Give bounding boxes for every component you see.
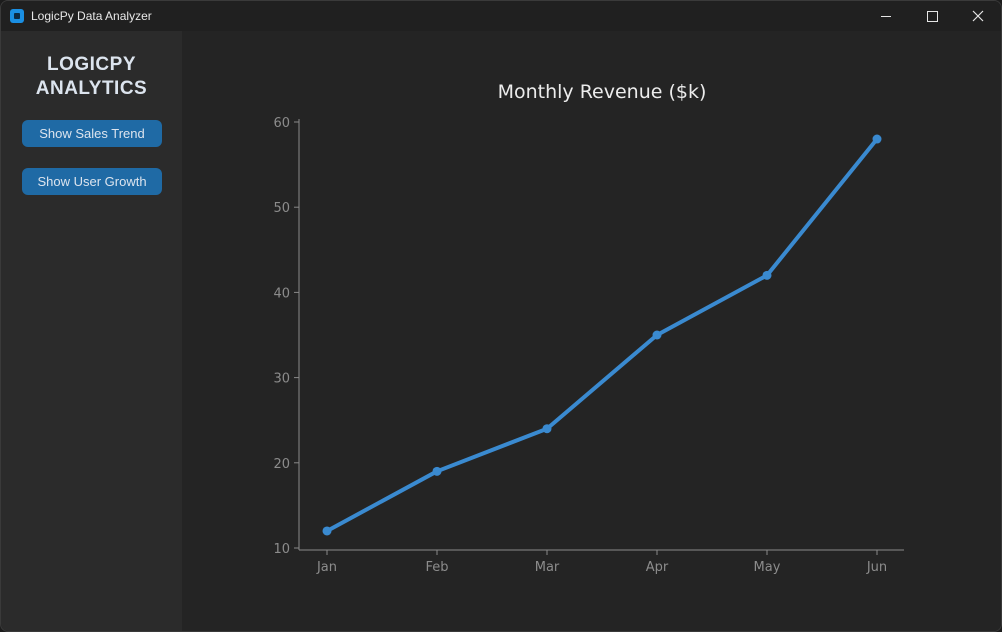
- revenue-line: [325, 137, 879, 533]
- x-tick-label: Mar: [535, 560, 560, 575]
- data-point: [322, 526, 332, 536]
- x-tick-label: Apr: [646, 560, 669, 575]
- chart-title: Monthly Revenue ($k): [498, 81, 707, 103]
- y-tick-label: 30: [273, 372, 290, 387]
- minimize-button[interactable]: [863, 1, 909, 31]
- data-point: [762, 270, 772, 280]
- x-tick-label: May: [754, 560, 781, 575]
- brand-line-2: ANALYTICS: [35, 78, 148, 99]
- y-tick-label: 60: [273, 116, 290, 131]
- app-logo-icon: [10, 9, 24, 23]
- y-tick-label: 20: [273, 457, 290, 472]
- data-point: [542, 424, 552, 434]
- window-title: LogicPy Data Analyzer: [31, 9, 152, 23]
- maximize-icon: [926, 10, 938, 22]
- window-controls: [863, 1, 1001, 31]
- y-tick-label: 40: [273, 286, 290, 301]
- data-point: [652, 330, 662, 340]
- title-bar[interactable]: LogicPy Data Analyzer: [1, 1, 1001, 31]
- chart-panel: Monthly Revenue ($k) 10 20 30 40 50 60 Jan Feb Ma…: [182, 31, 1001, 631]
- data-point: [432, 466, 442, 476]
- y-tick-label: 50: [273, 201, 290, 216]
- line-chart: Monthly Revenue ($k) 10 20 30 40 50 60 Jan Feb Ma…: [273, 81, 904, 575]
- data-point: [872, 134, 882, 144]
- close-icon: [972, 10, 984, 22]
- sidebar: LOGICPY ANALYTICS Show Sales Trend Show …: [1, 31, 182, 631]
- show-sales-trend-button[interactable]: Show Sales Trend: [22, 120, 162, 147]
- y-tick-label: 10: [273, 542, 290, 557]
- maximize-button[interactable]: [909, 1, 955, 31]
- minimize-icon: [881, 15, 891, 17]
- close-button[interactable]: [955, 1, 1001, 31]
- show-user-growth-button[interactable]: Show User Growth: [22, 168, 162, 195]
- x-tick-label: Jun: [866, 560, 887, 575]
- brand-line-1: LOGICPY: [46, 54, 136, 75]
- x-tick-label: Jan: [316, 560, 337, 575]
- brand-title: LOGICPY ANALYTICS: [1, 53, 182, 101]
- x-tick-label: Feb: [425, 560, 448, 575]
